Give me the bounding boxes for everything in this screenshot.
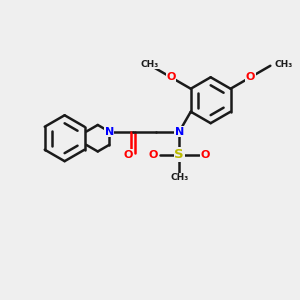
Text: O: O [123, 150, 133, 160]
Text: O: O [200, 150, 210, 160]
Text: CH₃: CH₃ [275, 60, 293, 69]
Text: O: O [149, 150, 158, 160]
Text: O: O [166, 72, 176, 82]
Text: CH₃: CH₃ [170, 173, 188, 182]
Text: N: N [175, 127, 184, 136]
Text: O: O [246, 72, 255, 82]
Text: CH₃: CH₃ [140, 60, 159, 69]
Text: N: N [105, 127, 114, 136]
Text: S: S [175, 148, 184, 161]
